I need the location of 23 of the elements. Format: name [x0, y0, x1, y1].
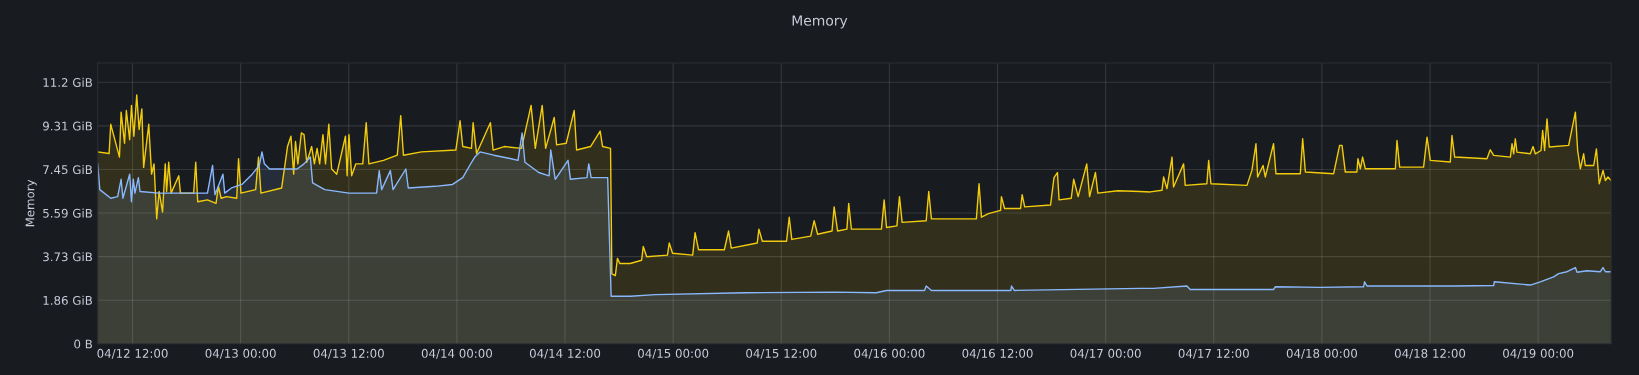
x-tick-label: 04/19 00:00: [1503, 348, 1574, 359]
x-tick-label: 04/18 00:00: [1286, 348, 1358, 359]
y-tick-label: 5.59 GiB: [43, 208, 92, 218]
x-tick-label: 04/15 12:00: [746, 348, 817, 359]
y-tick-label: 11.2 GiB: [43, 77, 92, 87]
y-tick-label: 0 B: [74, 339, 92, 349]
x-tick-label: 04/16 00:00: [854, 348, 925, 359]
chart-title: Memory: [792, 15, 848, 29]
y-tick-label: 1.86 GiB: [43, 295, 92, 305]
x-tick-label: 04/12 12:00: [97, 348, 168, 359]
x-tick-label: 04/18 12:00: [1394, 348, 1466, 359]
y-tick-label: 9.31 GiB: [43, 121, 92, 131]
x-tick-label: 04/13 12:00: [313, 348, 384, 359]
x-tick-label: 04/17 00:00: [1070, 348, 1141, 359]
x-tick-label: 04/13 00:00: [205, 348, 276, 359]
x-tick-label: 04/14 00:00: [421, 348, 493, 359]
x-tick-label: 04/15 00:00: [638, 348, 709, 359]
y-tick-label: 7.45 GiB: [43, 164, 92, 175]
x-tick-label: 04/17 12:00: [1178, 348, 1249, 359]
x-tick-label: 04/14 12:00: [529, 348, 601, 359]
x-tick-label: 04/16 12:00: [962, 348, 1033, 359]
y-axis-title: Memory: [25, 179, 37, 227]
y-tick-label: 3.73 GiB: [43, 252, 92, 262]
